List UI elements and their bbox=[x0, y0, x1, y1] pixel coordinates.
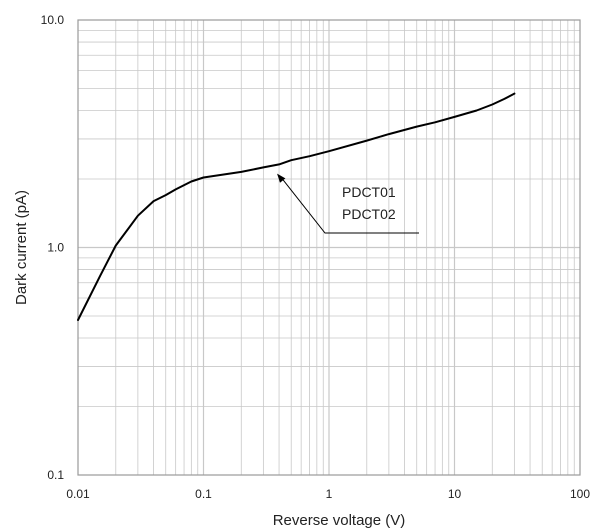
x-tick-label: 100 bbox=[570, 487, 590, 501]
y-axis-title: Dark current (pA) bbox=[13, 190, 30, 305]
dark-current-line bbox=[77, 92, 516, 321]
annotation-label: PDCT02 bbox=[342, 206, 396, 222]
x-tick-label: 1 bbox=[326, 487, 333, 501]
x-tick-label: 0.1 bbox=[195, 487, 212, 501]
y-tick-label: 10.0 bbox=[41, 13, 65, 27]
annotation-leader-line bbox=[281, 178, 419, 234]
annotation-label: PDCT01 bbox=[342, 184, 396, 200]
x-axis-title: Reverse voltage (V) bbox=[273, 512, 406, 529]
plot-frame bbox=[77, 19, 581, 476]
y-tick-label: 1.0 bbox=[47, 241, 64, 255]
x-tick-label: 10 bbox=[448, 487, 462, 501]
x-tick-label: 0.01 bbox=[66, 487, 90, 501]
y-tick-label: 0.1 bbox=[47, 468, 64, 482]
annotation-arrowhead bbox=[277, 173, 286, 183]
